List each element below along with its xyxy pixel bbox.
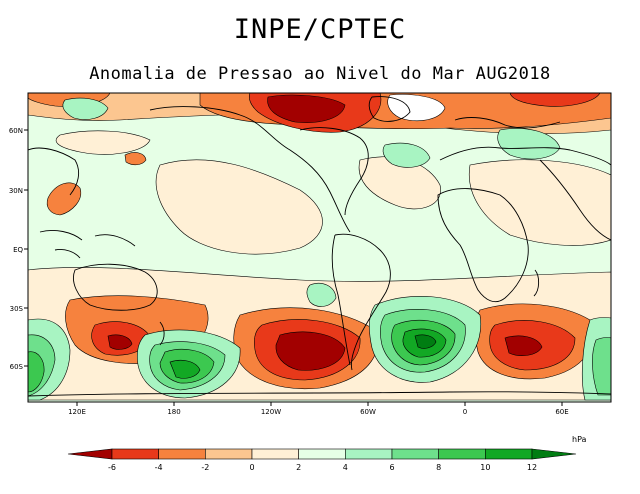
contour-region <box>46 182 82 216</box>
contour-region <box>509 93 601 107</box>
lon-label-60e: 60E <box>555 408 568 416</box>
coastline-africa <box>437 188 529 303</box>
contour-region <box>62 97 109 120</box>
coastline-new-zealand <box>159 321 165 346</box>
coastline-madagascar <box>533 269 540 297</box>
contour-region <box>124 152 147 166</box>
map-subtitle: Anomalia de Pressao ao Nivel do Mar AUG2… <box>89 64 551 84</box>
colorbar-segment <box>485 448 533 460</box>
coastline-north-america <box>149 106 351 233</box>
coastline-eurasia <box>439 146 611 166</box>
contour-region <box>155 159 323 255</box>
colorbar-segment <box>298 448 346 460</box>
colorbar-tick-label: 10 <box>480 463 490 472</box>
coastline-south-asia <box>539 159 611 241</box>
colorbar-segment <box>391 448 439 460</box>
contour-region <box>382 142 431 168</box>
colorbar-tick-label: -2 <box>201 463 209 472</box>
colorbar-segment <box>345 448 393 460</box>
lon-label-180: 180 <box>167 408 180 416</box>
coastline-scandinavia <box>454 117 561 129</box>
contour-region <box>592 337 611 396</box>
contour-region <box>28 351 45 393</box>
contour-region <box>387 94 446 121</box>
contour-region <box>497 128 561 160</box>
map-frame <box>27 92 612 403</box>
colorbar-segment <box>251 448 299 460</box>
lat-label-30n: 30N <box>9 187 23 195</box>
colorbar-tick-label: 6 <box>389 463 394 472</box>
longitude-axis <box>76 402 563 406</box>
colorbar-high-arrow <box>531 448 577 460</box>
contour-region <box>169 359 201 379</box>
coastline-australia <box>73 263 158 311</box>
contour-region <box>275 331 346 371</box>
lon-label-0: 0 <box>463 408 467 416</box>
colorbar-tick-label: -6 <box>108 463 116 472</box>
colorbar-segment <box>438 448 486 460</box>
latitude-axis <box>24 129 28 367</box>
contour-region <box>468 159 611 246</box>
anomaly-field <box>28 93 611 402</box>
coastline-south-america-west <box>331 234 351 366</box>
colorbar-tick-label: 2 <box>296 463 301 472</box>
lon-label-120e: 120E <box>68 408 86 416</box>
lat-label-60n: 60N <box>9 127 23 135</box>
colorbar-segment <box>158 448 206 460</box>
colorbar-low-arrow <box>67 448 113 460</box>
lat-label-60s: 60S <box>10 363 24 371</box>
lon-label-60w: 60W <box>360 408 376 416</box>
coastline-north-america-east <box>299 127 369 216</box>
lon-label-120w: 120W <box>261 408 281 416</box>
colorbar-tick-label: 4 <box>343 463 348 472</box>
colorbar-unit: hPa <box>572 435 587 444</box>
contour-region <box>414 334 437 349</box>
lat-label-eq: EQ <box>13 246 23 254</box>
contour-region <box>306 282 337 307</box>
colorbar-segment <box>205 448 253 460</box>
colorbar: -6 -4 -2 0 2 4 6 8 10 12 <box>67 448 577 472</box>
coastline-east-asia <box>28 147 80 196</box>
contour-region <box>504 335 543 356</box>
contour-region <box>267 94 346 123</box>
coastline-south-america <box>334 233 391 371</box>
contour-region <box>55 130 151 155</box>
lat-label-30s: 30S <box>10 305 24 313</box>
coastline-antarctica <box>28 391 611 397</box>
colorbar-tick-label: 12 <box>527 463 537 472</box>
contour-region <box>107 334 133 350</box>
coastline-indonesia <box>39 229 136 259</box>
coastlines <box>28 96 611 397</box>
colorbar-segment <box>111 448 159 460</box>
colorbar-tick-label: 0 <box>249 463 254 472</box>
page-title: INPE/CPTEC <box>233 14 407 45</box>
colorbar-tick-label: 8 <box>436 463 441 472</box>
coastline-greenland <box>368 96 411 122</box>
colorbar-tick-label: -4 <box>155 463 163 472</box>
